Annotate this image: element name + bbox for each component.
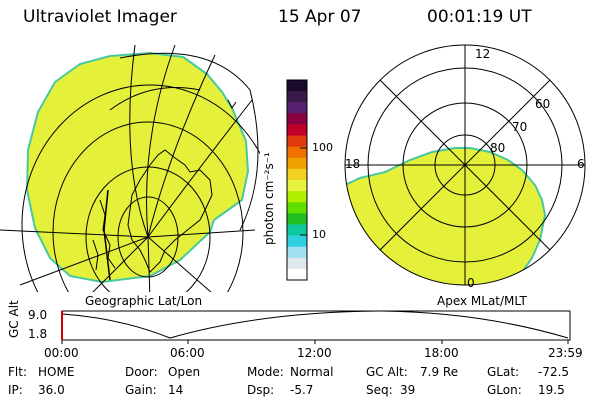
seq-value: 39 xyxy=(400,383,416,397)
geographic-panel-label: Geographic Lat/Lon xyxy=(85,294,203,308)
colorbar-band xyxy=(287,202,307,214)
altitude-tick-max: 9.0 xyxy=(28,308,48,322)
gcalt-value: 7.9 Re xyxy=(420,365,459,379)
mlat-label-80: 80 xyxy=(490,141,506,155)
image-date: 15 Apr 07 xyxy=(278,7,362,27)
colorbar-band xyxy=(287,91,307,103)
filter-label: Flt: xyxy=(8,365,27,379)
gain-label: Gain: xyxy=(125,383,157,397)
colorbar-band xyxy=(287,124,307,137)
apex-panel-label: Apex MLat/MLT xyxy=(437,294,527,308)
mlat-label-60: 60 xyxy=(535,97,551,111)
mode-value: Normal xyxy=(290,365,334,379)
colorbar-band xyxy=(287,157,307,170)
colorbar-band xyxy=(287,80,307,92)
gain-value: 14 xyxy=(168,383,184,397)
seq-label: Seq: xyxy=(366,383,393,397)
time-tick-0000: 00:00 xyxy=(44,346,79,360)
colorbar-band xyxy=(287,257,307,270)
glon-label: GLon: xyxy=(487,383,522,397)
geographic-image-panel xyxy=(0,44,260,292)
mlt-label-18: 18 xyxy=(345,157,361,171)
ip-value: 36.0 xyxy=(38,383,65,397)
colorbar-band xyxy=(287,168,307,181)
image-time: 00:01:19 UT xyxy=(427,7,532,27)
glat-value: -72.5 xyxy=(538,365,570,379)
mlat-label-70: 70 xyxy=(512,120,528,134)
altitude-strip xyxy=(61,310,571,344)
door-value: Open xyxy=(168,365,201,379)
colorbar-band xyxy=(287,224,307,237)
time-tick-1800: 18:00 xyxy=(424,346,459,360)
gcalt-label: GC Alt: xyxy=(366,365,408,379)
glat-label: GLat: xyxy=(487,365,520,379)
colorbar-band xyxy=(287,135,307,148)
mode-label: Mode: xyxy=(247,365,284,379)
colorbar-band xyxy=(287,246,307,259)
time-tick-2359: 23:59 xyxy=(548,346,583,360)
colorbar-band xyxy=(287,102,307,114)
colorbar-band xyxy=(287,268,307,281)
altitude-axis-label: GC Alt xyxy=(7,300,21,338)
glon-value: 19.5 xyxy=(538,383,565,397)
mlt-label-0: 0 xyxy=(467,276,475,290)
colorbar-tick-10: 10 xyxy=(312,228,326,241)
time-tick-0600: 06:00 xyxy=(170,346,205,360)
altitude-tick-min: 1.8 xyxy=(28,327,48,341)
colorbar-band xyxy=(287,235,307,248)
door-label: Door: xyxy=(125,365,158,379)
colorbar-tick-100: 100 xyxy=(312,141,333,154)
ip-label: IP: xyxy=(8,383,23,397)
colorbar-band xyxy=(287,113,307,125)
time-tick-1200: 12:00 xyxy=(297,346,332,360)
mlt-label-12: 12 xyxy=(475,47,491,61)
filter-value: HOME xyxy=(38,365,75,379)
colorbar-band xyxy=(287,180,307,192)
mlt-label-6: 6 xyxy=(577,157,585,171)
dsp-label: Dsp: xyxy=(247,383,275,397)
intensity-colorbar xyxy=(286,79,308,281)
apex-polar-panel xyxy=(344,44,586,286)
colorbar-band xyxy=(287,191,307,203)
colorbar-unit-label: photon cm⁻²s⁻¹ xyxy=(262,152,276,245)
colorbar-band xyxy=(287,213,307,225)
dsp-value: -5.7 xyxy=(290,383,314,397)
instrument-title: Ultraviolet Imager xyxy=(23,7,177,27)
colorbar-band xyxy=(287,146,307,159)
apex-image-fill xyxy=(345,147,547,285)
